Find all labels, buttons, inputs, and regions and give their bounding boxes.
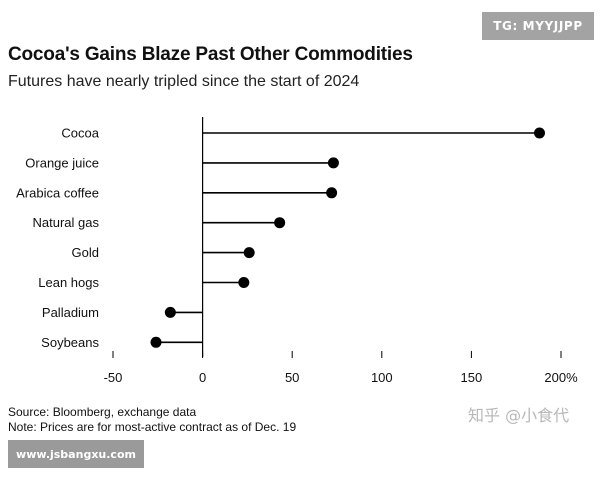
lollipop-chart: Cocoa Orange juice Arabica coffee Natural g… [16,117,578,385]
category-label: Gold [72,245,99,260]
lollipop-point [274,217,286,229]
category-label: Palladium [42,305,99,320]
x-tick-label: 0 [199,370,206,385]
category-label: Lean hogs [38,275,99,290]
chart-title: Cocoa's Gains Blaze Past Other Commoditi… [8,44,413,65]
source-note: Source: Bloomberg, exchange data [8,405,197,419]
chart-subtitle: Futures have nearly tripled since the st… [8,73,360,90]
lollipop-point [243,247,255,259]
lollipop-point [327,157,339,169]
x-tick-label: 200% [544,370,578,385]
x-tick-label: -50 [104,370,123,385]
category-label: Arabica coffee [16,185,99,200]
x-tick-label: 50 [285,370,299,385]
watermark-zhihu: 知乎 @小食代 [468,406,570,425]
category-label: Orange juice [25,155,99,170]
watermark-badge-url: www.jsbangxu.com [8,440,144,468]
footnote: Note: Prices are for most-active contrac… [8,420,297,434]
lollipop-point [533,127,545,139]
lollipop-point [164,306,176,318]
category-label: Soybeans [41,335,99,350]
lollipop-point [238,277,250,288]
x-tick-label: 100 [371,370,393,385]
chart-footer: Source: Bloomberg, exchange data Note: P… [8,405,296,435]
lollipop-point [150,336,162,348]
category-label: Natural gas [33,215,100,230]
x-tick-label: 150 [461,370,483,385]
watermark-badge-tg: TG: MYYJJPP [482,12,594,40]
category-label: Cocoa [61,126,99,141]
lollipop-point [326,187,338,199]
